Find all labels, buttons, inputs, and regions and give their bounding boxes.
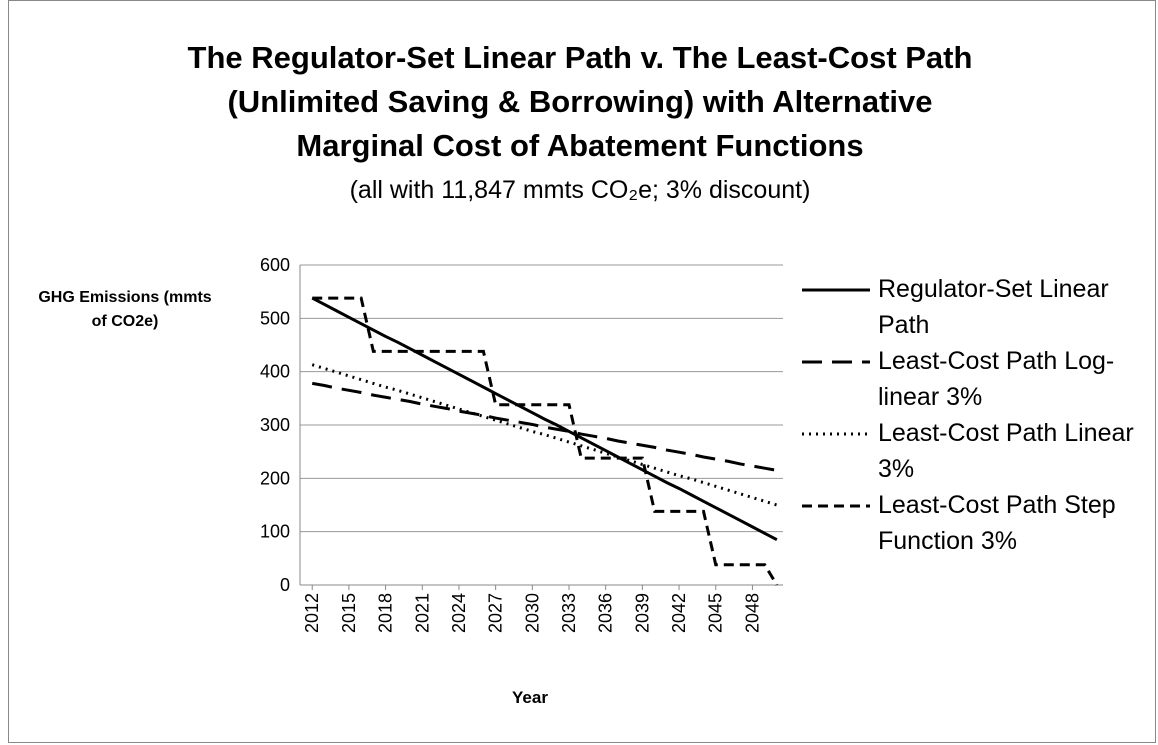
y-tick-label: 100	[260, 522, 290, 542]
y-tick-label: 300	[260, 415, 290, 435]
x-tick-label: 2027	[486, 593, 506, 633]
x-axis-label: Year	[512, 688, 548, 707]
legend-label: Least-Cost Path Step Function 3%	[878, 491, 1116, 555]
x-tick-label: 2039	[632, 593, 652, 633]
series-line	[311, 363, 778, 507]
chart-title: The Regulator-Set Linear Path v. The Lea…	[187, 40, 973, 163]
x-tick-label: 2015	[339, 593, 359, 633]
x-tick-label: 2012	[302, 593, 322, 633]
series-line	[312, 296, 779, 586]
y-axis-label: GHG Emissions (mmts of CO2e)	[38, 289, 212, 330]
x-tick-label: 2042	[669, 593, 689, 633]
y-tick-label: 600	[260, 255, 290, 275]
series-line	[311, 381, 778, 472]
x-tick-label: 2021	[412, 593, 432, 633]
chart-subtitle: (all with 11,847 mmts CO₂e; 3% discount)	[349, 176, 811, 204]
series-line	[311, 296, 778, 541]
chart-frame	[8, 0, 1156, 743]
x-tick-label: 2048	[742, 593, 762, 633]
x-tick-label: 2024	[449, 593, 469, 633]
y-tick-label: 0	[280, 575, 290, 595]
x-tick-label: 2033	[559, 593, 579, 633]
legend-label: Regulator-Set Linear Path	[878, 275, 1109, 339]
y-tick-label: 400	[260, 362, 290, 382]
legend-label: Least-Cost Path Log-linear 3%	[878, 347, 1115, 411]
legend-label: Least-Cost Path Linear 3%	[878, 419, 1134, 483]
x-tick-label: 2045	[706, 593, 726, 633]
y-tick-label: 500	[260, 308, 290, 328]
x-tick-label: 2030	[522, 593, 542, 633]
x-tick-label: 2018	[376, 593, 396, 633]
x-tick-label: 2036	[596, 593, 616, 633]
y-tick-label: 200	[260, 468, 290, 488]
